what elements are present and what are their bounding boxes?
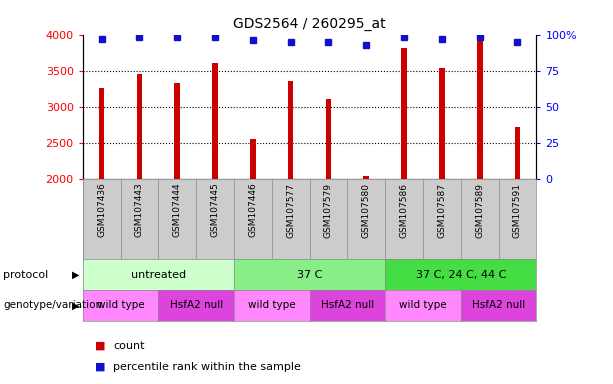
Text: untreated: untreated [131, 270, 186, 280]
Bar [364, 176, 369, 179]
Bar [439, 68, 444, 179]
Text: ■: ■ [95, 362, 105, 372]
Text: HsfA2 null: HsfA2 null [321, 300, 374, 310]
Text: HsfA2 null: HsfA2 null [170, 300, 223, 310]
Text: GSM107591: GSM107591 [513, 183, 522, 238]
Text: ■: ■ [95, 341, 105, 351]
Title: GDS2564 / 260295_at: GDS2564 / 260295_at [234, 17, 386, 31]
Text: ▶: ▶ [72, 300, 80, 310]
Text: wild type: wild type [248, 300, 295, 310]
Text: GSM107444: GSM107444 [173, 183, 182, 237]
Text: GSM107580: GSM107580 [362, 183, 371, 238]
Bar [326, 99, 331, 179]
Text: wild type: wild type [97, 300, 145, 310]
Bar [477, 38, 482, 179]
Text: GSM107446: GSM107446 [248, 183, 257, 237]
Text: 37 C, 24 C, 44 C: 37 C, 24 C, 44 C [416, 270, 506, 280]
Bar [137, 74, 142, 179]
Bar [99, 88, 104, 179]
Bar [515, 127, 520, 179]
Bar [402, 48, 407, 179]
Text: GSM107445: GSM107445 [210, 183, 219, 237]
Text: GSM107579: GSM107579 [324, 183, 333, 238]
Bar [250, 139, 256, 179]
Text: protocol: protocol [3, 270, 48, 280]
Text: GSM107436: GSM107436 [97, 183, 106, 237]
Text: 37 C: 37 C [297, 270, 322, 280]
Text: HsfA2 null: HsfA2 null [472, 300, 525, 310]
Text: genotype/variation: genotype/variation [3, 300, 102, 310]
Text: percentile rank within the sample: percentile rank within the sample [113, 362, 301, 372]
Text: GSM107587: GSM107587 [437, 183, 446, 238]
Text: GSM107443: GSM107443 [135, 183, 144, 237]
Bar [288, 81, 294, 179]
Bar [175, 83, 180, 179]
Text: GSM107577: GSM107577 [286, 183, 295, 238]
Text: count: count [113, 341, 145, 351]
Text: GSM107589: GSM107589 [475, 183, 484, 238]
Text: ▶: ▶ [72, 270, 80, 280]
Bar [212, 63, 218, 179]
Text: wild type: wild type [399, 300, 447, 310]
Text: GSM107586: GSM107586 [400, 183, 409, 238]
